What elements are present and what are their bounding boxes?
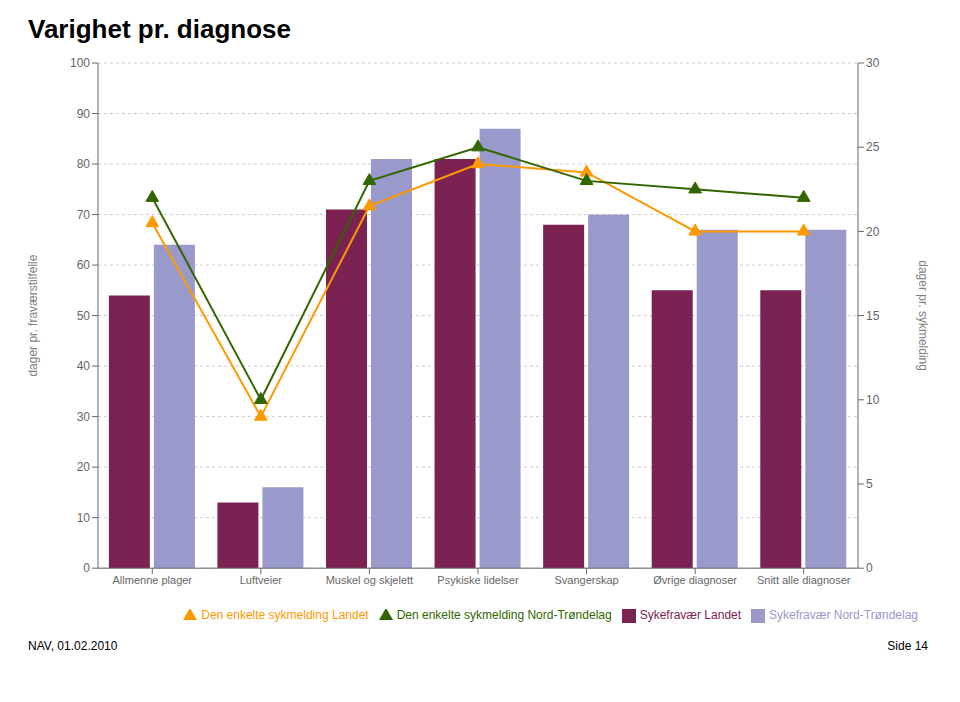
svg-text:5: 5 (866, 477, 873, 491)
svg-text:50: 50 (77, 309, 91, 323)
svg-text:Luftveier: Luftveier (240, 574, 283, 586)
svg-text:Svangerskap: Svangerskap (554, 574, 618, 586)
html-text:Den enkelte sykmelding Landet: Den enkelte sykmelding Landet (201, 608, 369, 623)
svg-text:Muskel og skjelett: Muskel og skjelett (326, 574, 413, 586)
svg-text:10: 10 (866, 393, 880, 407)
html-text:Sykefravær Nord-Trøndelag: Sykefravær Nord-Trøndelag (769, 608, 918, 623)
svg-text:Øvrige diagnoser: Øvrige diagnoser (653, 574, 737, 586)
html-text:Sykefravær Landet: Sykefravær Landet (639, 608, 742, 623)
svg-text:30: 30 (866, 56, 880, 70)
svg-text:Snitt alle diagnoser: Snitt alle diagnoser (757, 574, 851, 586)
svg-text:30: 30 (77, 410, 91, 424)
svg-text:90: 90 (77, 107, 91, 121)
svg-text:dager pr. sykmelding: dager pr. sykmelding (916, 260, 930, 371)
svg-text:20: 20 (866, 225, 880, 239)
svg-text:Allmenne plager: Allmenne plager (113, 574, 193, 586)
svg-text:20: 20 (77, 460, 91, 474)
svg-text:80: 80 (77, 157, 91, 171)
svg-text:10: 10 (77, 511, 91, 525)
html-text:Varighet pr. diagnose: Varighet pr. diagnose (28, 14, 291, 44)
svg-text:60: 60 (77, 258, 91, 272)
svg-text:40: 40 (77, 359, 91, 373)
svg-text:15: 15 (866, 309, 880, 323)
html-text:Side 14: Side 14 (887, 639, 928, 653)
svg-text:100: 100 (70, 56, 90, 70)
svg-text:dager pr. fraværstilfelle: dager pr. fraværstilfelle (26, 254, 40, 376)
svg-text:0: 0 (866, 561, 873, 575)
html-text:Den enkelte sykmelding Nord-Tr: Den enkelte sykmelding Nord-Trøndelag (396, 608, 612, 623)
svg-text:0: 0 (83, 561, 90, 575)
html-text:NAV, 01.02.2010: NAV, 01.02.2010 (28, 639, 118, 653)
svg-text:70: 70 (77, 208, 91, 222)
svg-text:25: 25 (866, 140, 880, 154)
svg-text:Psykiske lidelser: Psykiske lidelser (437, 574, 519, 586)
